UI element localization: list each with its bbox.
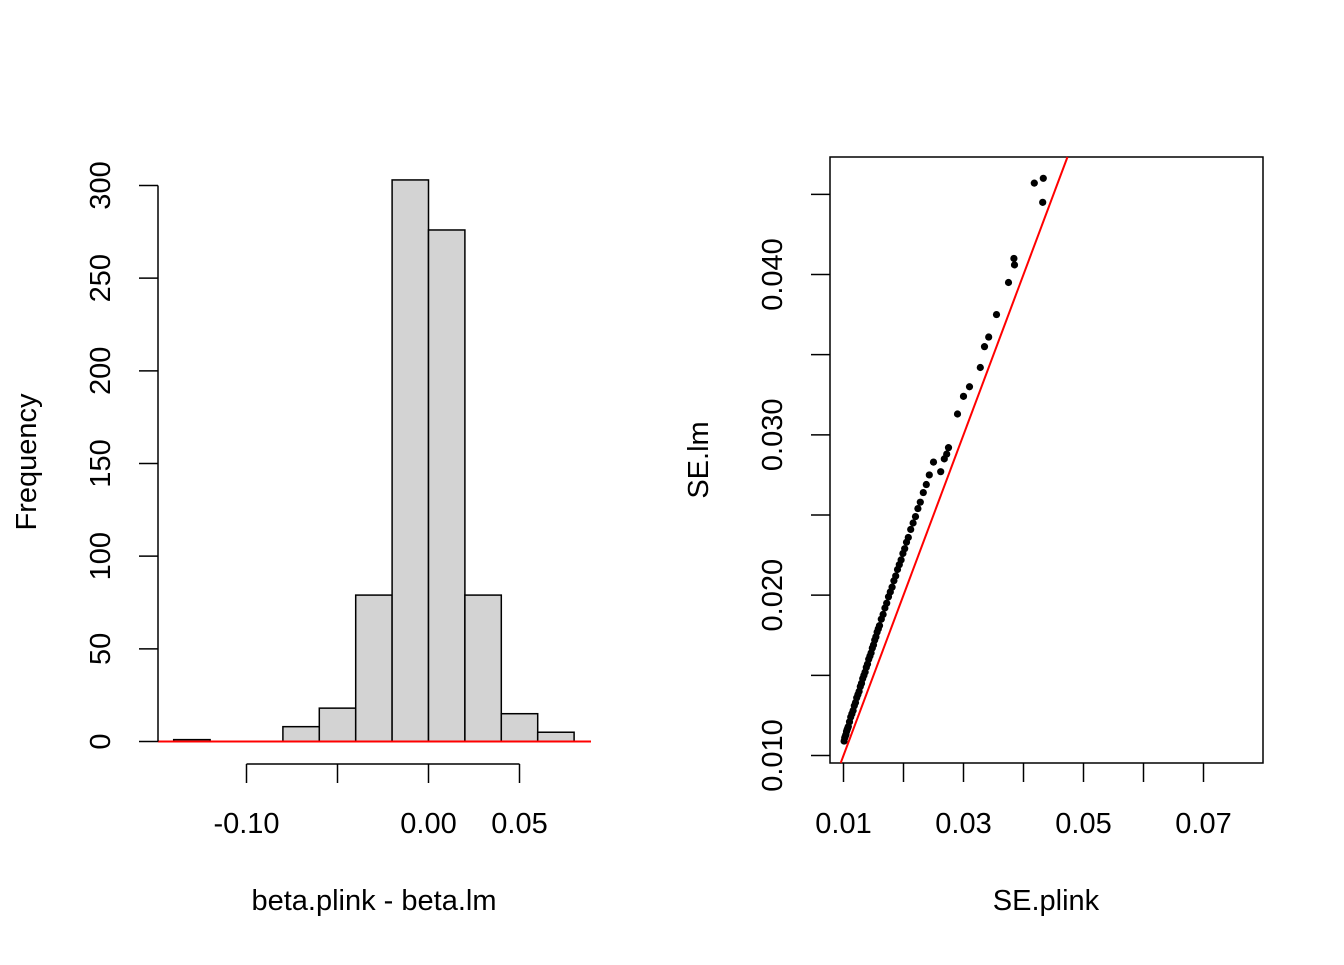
histogram-bars (172, 179, 575, 743)
histogram-bar (536, 731, 575, 743)
scatter-point (922, 480, 930, 489)
scatter-point (879, 610, 887, 619)
histogram-bar (282, 725, 321, 743)
scatter-point (1039, 174, 1047, 182)
histogram-bar (427, 229, 466, 743)
histogram-bar (500, 712, 539, 743)
scatter-y-tick-label: 0.040 (757, 238, 789, 311)
scatter-point (916, 498, 924, 506)
scatter-y-tick-label: 0.010 (757, 719, 789, 792)
scatter-point (1004, 278, 1013, 287)
histogram-x-tick-label: 0.00 (400, 808, 456, 840)
histogram-x-tick-label: 0.05 (491, 808, 547, 840)
scatter-point (1010, 254, 1018, 263)
scatter-point (897, 556, 905, 564)
scatter-point (1039, 198, 1047, 206)
scatter-point (937, 468, 945, 476)
scatter-point (907, 525, 915, 534)
scatter-point (875, 622, 884, 630)
histogram-y-tick-label: 50 (85, 633, 117, 665)
scatter-point (943, 450, 951, 458)
scatter-point (909, 519, 917, 527)
histogram-x-axis: -0.10 0.00 0.05 (213, 763, 548, 840)
histogram-y-tick-label: 200 (85, 347, 117, 395)
scatter-point (901, 545, 909, 553)
histogram-bar (318, 707, 357, 743)
scatter-point (953, 410, 962, 418)
scatter-point (992, 310, 1001, 319)
scatter-point (925, 471, 933, 479)
scatter-point (883, 599, 891, 607)
scatter-x-tick-label: 0.07 (1175, 808, 1231, 840)
scatter-point (888, 583, 896, 591)
scatter-x-tick-label: 0.03 (935, 808, 991, 840)
histogram-y-tick-label: 100 (85, 532, 117, 580)
scatter-reference-line (839, 156, 1069, 764)
scatter-x-tick-label: 0.05 (1055, 808, 1111, 840)
scatter-point (904, 533, 912, 542)
histogram-y-axis-title: Frequency (11, 393, 43, 531)
scatter-point (911, 513, 920, 521)
scatter-point (914, 504, 922, 513)
scatter-y-axis-title: SE.lm (683, 421, 715, 498)
scatter-x-tick-label: 0.01 (815, 808, 871, 840)
histogram-y-tick-label: 300 (85, 161, 117, 209)
scatter-y-axis: 0.010 0.020 0.030 0.040 (757, 193, 830, 792)
scatter-panel: 0.01 0.03 0.05 0.07 0.010 0.020 0.030 0.040 SE… (683, 156, 1264, 917)
scatter-point (980, 343, 989, 351)
scatter-x-axis-title: SE.plink (993, 885, 1100, 917)
scatter-y-tick-label: 0.030 (757, 399, 789, 472)
scatter-point (985, 333, 993, 341)
scatter-x-axis: 0.01 0.03 0.05 0.07 (815, 763, 1232, 840)
histogram-panel: -0.10 0.00 0.05 0 50 100 150 200 250 300 beta.pl… (11, 161, 591, 917)
histogram-y-tick-label: 150 (85, 439, 117, 487)
scatter-point (929, 458, 938, 466)
scatter-point (959, 392, 968, 400)
scatter-point (976, 363, 984, 372)
scatter-point (944, 444, 953, 452)
histogram-bar (464, 594, 503, 743)
scatter-point (1030, 179, 1038, 187)
histogram-bar (354, 594, 393, 743)
scatter-point (919, 488, 927, 497)
scatter-point (965, 383, 974, 391)
histogram-y-tick-label: 250 (85, 254, 117, 302)
histogram-y-tick-label: 0 (85, 733, 117, 749)
scatter-y-tick-label: 0.020 (757, 559, 789, 632)
scatter-points (840, 174, 1047, 745)
histogram-y-axis: 0 50 100 150 200 250 300 (85, 161, 159, 750)
histogram-bar (391, 179, 430, 743)
scatter-plot-box (829, 156, 1264, 764)
scatter-point (1010, 261, 1019, 269)
histogram-x-tick-label: -0.10 (213, 808, 279, 840)
scatter-point (892, 572, 900, 580)
histogram-x-axis-title: beta.plink - beta.lm (251, 885, 496, 917)
